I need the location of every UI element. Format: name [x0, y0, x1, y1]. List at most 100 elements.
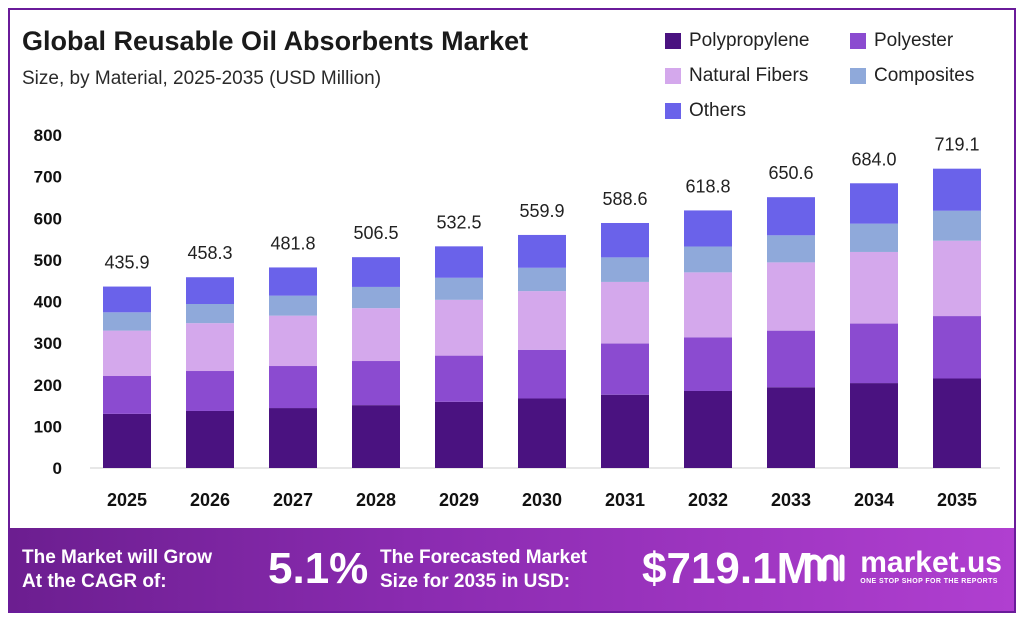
bar-segment-polyester: [601, 343, 649, 395]
bar-segment-composites: [933, 210, 981, 241]
bar-segment-natural-fibers: [269, 315, 317, 367]
y-tick-label: 0: [53, 459, 62, 478]
chart-subtitle: Size, by Material, 2025-2035 (USD Millio…: [22, 68, 382, 89]
logo-name: market.us: [860, 546, 1002, 579]
legend-label: Natural Fibers: [689, 65, 809, 86]
bar-segment-composites: [767, 235, 815, 263]
y-tick-label: 700: [34, 168, 62, 187]
bar-segment-composites: [186, 303, 234, 324]
bar-segment-polyester: [269, 366, 317, 409]
bar-segment-others: [269, 267, 317, 296]
forecast-caption-line1: The Forecasted Market: [380, 547, 587, 568]
bar-segment-composites: [103, 312, 151, 331]
bar-total-label: 618.8: [685, 176, 730, 196]
bar-segment-composites: [850, 223, 898, 252]
legend-label: Polyester: [874, 30, 954, 51]
x-tick-label: 2028: [356, 490, 396, 510]
y-tick-label: 800: [34, 126, 62, 145]
bar-segment-natural-fibers: [933, 240, 981, 317]
x-tick-label: 2025: [107, 490, 147, 510]
forecast-value: $719.1M: [642, 544, 814, 593]
logo-tagline: ONE STOP SHOP FOR THE REPORTS: [860, 578, 998, 585]
x-tick-label: 2031: [605, 490, 645, 510]
y-tick-label: 500: [34, 251, 62, 270]
legend-swatch: [665, 103, 681, 119]
bar-total-label: 532.5: [436, 212, 481, 232]
bar-segment-natural-fibers: [518, 291, 566, 350]
bar-total-label: 588.6: [602, 189, 647, 209]
bar-segment-others: [601, 222, 649, 258]
bar-segment-polyester: [186, 371, 234, 411]
bar-total-label: 506.5: [353, 223, 398, 243]
market-us-logo: market.us ONE STOP SHOP FOR THE REPORTS: [804, 548, 1002, 585]
bar-segment-natural-fibers: [435, 299, 483, 356]
x-tick-label: 2027: [273, 490, 313, 510]
bar-segment-natural-fibers: [103, 330, 151, 377]
bar-segment-polyester: [103, 376, 151, 414]
bar-segment-composites: [601, 257, 649, 282]
x-tick-label: 2033: [771, 490, 811, 510]
legend-swatch: [665, 33, 681, 49]
bar-total-label: 650.6: [768, 163, 813, 183]
bar-segment-polypropylene: [518, 398, 566, 468]
x-tick-label: 2034: [854, 490, 894, 510]
bar-segment-others: [352, 257, 400, 287]
y-tick-label: 400: [34, 293, 62, 312]
legend-label: Others: [689, 100, 747, 121]
bar-segment-others: [518, 234, 566, 268]
bar-segment-others: [435, 246, 483, 278]
bar-total-label: 458.3: [187, 243, 232, 263]
bar-segment-others: [767, 197, 815, 236]
bar-segment-others: [186, 277, 234, 304]
cagr-value: 5.1%: [268, 544, 369, 593]
bar-segment-others: [684, 210, 732, 247]
bar-segment-polyester: [684, 337, 732, 391]
legend-item-natural-fibers: Natural Fibers: [665, 65, 808, 87]
x-tick-label: 2032: [688, 490, 728, 510]
bar-segment-composites: [435, 277, 483, 300]
bar-segment-others: [103, 286, 151, 313]
x-tick-label: 2029: [439, 490, 479, 510]
bar-segment-polypropylene: [684, 390, 732, 468]
legend-label: Polypropylene: [689, 30, 810, 51]
x-tick-label: 2035: [937, 490, 977, 510]
bar-total-label: 719.1: [934, 135, 979, 155]
x-tick-label: 2026: [190, 490, 230, 510]
bar-segment-others: [850, 183, 898, 224]
legend-item-others: Others: [665, 100, 746, 122]
bar-segment-composites: [518, 267, 566, 292]
legend-swatch: [850, 68, 866, 84]
bar-segment-polypropylene: [186, 410, 234, 468]
bar-segment-polypropylene: [850, 383, 898, 468]
bar-segment-composites: [684, 246, 732, 273]
bar-segment-polypropylene: [103, 413, 151, 468]
legend-item-polyester: Polyester: [850, 30, 953, 52]
bar-segment-polyester: [933, 316, 981, 379]
bar-segment-natural-fibers: [767, 262, 815, 331]
bar-segment-polyester: [850, 323, 898, 384]
legend-item-composites: Composites: [850, 65, 974, 87]
market-us-logo-icon: [805, 554, 845, 581]
bar-segment-polyester: [518, 349, 566, 399]
bar-segment-polypropylene: [435, 401, 483, 468]
y-tick-label: 600: [34, 209, 62, 228]
legend-swatch: [850, 33, 866, 49]
x-tick-label: 2030: [522, 490, 562, 510]
bar-segment-natural-fibers: [186, 323, 234, 372]
bar-total-label: 481.8: [270, 233, 315, 253]
y-tick-label: 200: [34, 376, 62, 395]
bar-total-label: 435.9: [104, 253, 149, 273]
stacked-bar-chart: 800 700 600 500 400 300 200 100 0 435.9 2025 458.3 2…: [34, 126, 1000, 510]
bar-segment-composites: [352, 286, 400, 309]
bar-total-label: 559.9: [519, 201, 564, 221]
cagr-caption-line2: At the CAGR of:: [22, 571, 167, 592]
bar-segment-polypropylene: [601, 394, 649, 468]
bar-segment-natural-fibers: [601, 281, 649, 344]
forecast-caption-line2: Size for 2035 in USD:: [380, 571, 571, 592]
y-tick-label: 100: [34, 417, 62, 436]
legend-swatch: [665, 68, 681, 84]
bar-segment-polypropylene: [767, 387, 815, 468]
bar-segment-natural-fibers: [850, 251, 898, 324]
cagr-caption-line1: The Market will Grow: [22, 547, 213, 568]
cagr-caption: The Market will Grow At the CAGR of:: [22, 546, 212, 594]
